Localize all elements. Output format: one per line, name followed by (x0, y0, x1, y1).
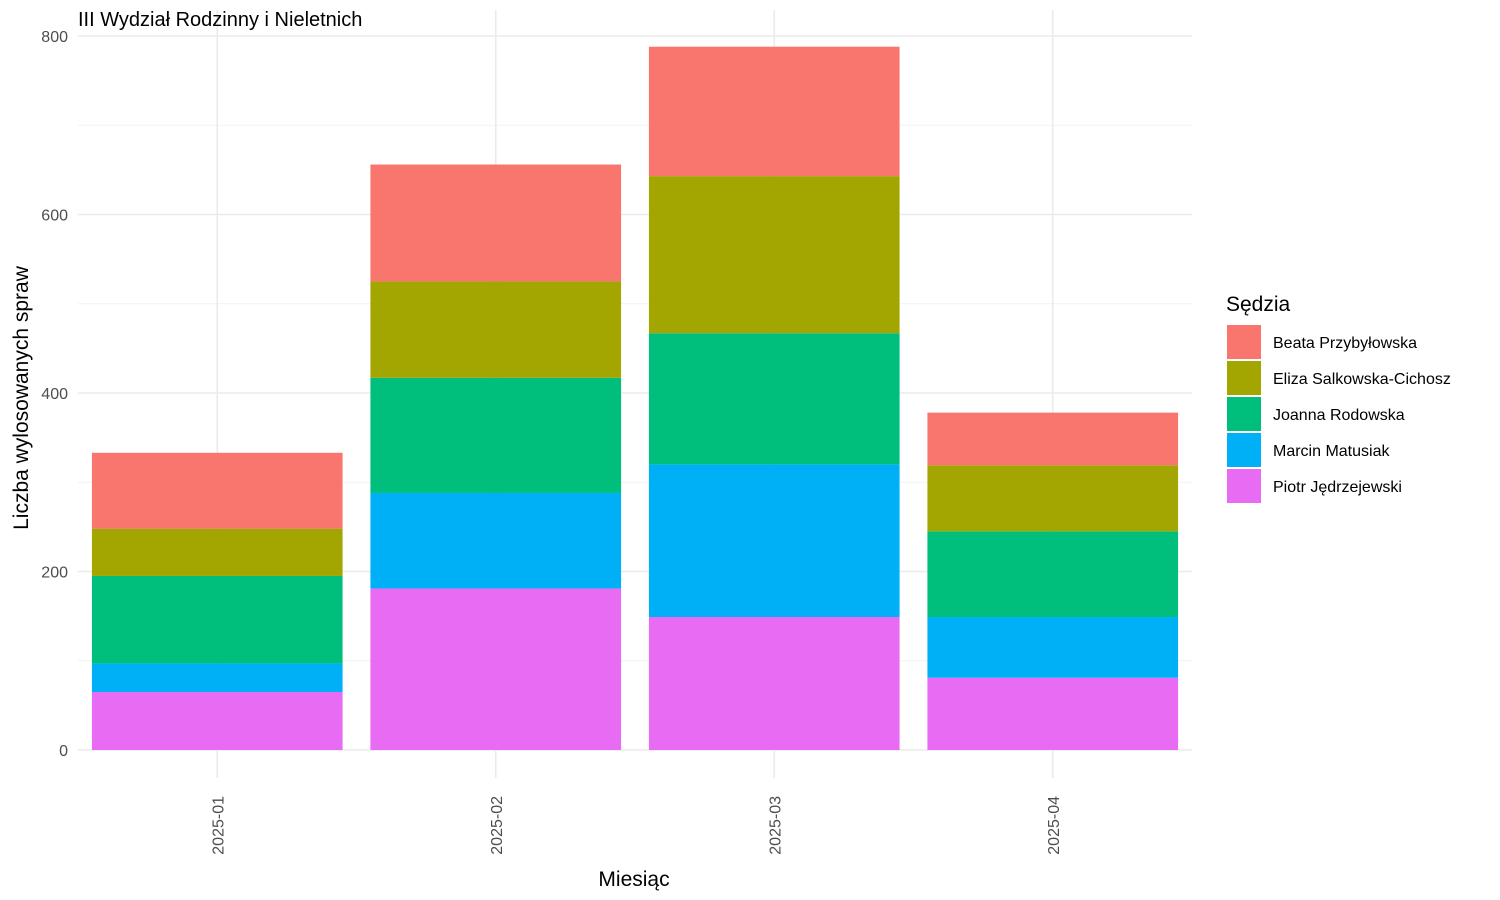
bar-segment (927, 677, 1179, 750)
bar-segment (648, 464, 900, 618)
legend-label: Beata Przybyłowska (1273, 335, 1417, 352)
legend-swatch (1227, 433, 1261, 467)
bar-segment (370, 377, 622, 493)
legend-swatch (1227, 325, 1261, 359)
bar-segment (648, 617, 900, 750)
y-tick-label: 800 (41, 29, 68, 46)
chart-title: III Wydział Rodzinny i Nieletnich (78, 9, 362, 31)
x-tick-label: 2025-04 (1046, 796, 1063, 855)
x-tick-label: 2025-02 (489, 796, 506, 855)
bar-segment (91, 452, 343, 529)
y-tick-label: 600 (41, 208, 68, 225)
x-tick-label: 2025-03 (767, 796, 784, 855)
legend-swatch (1227, 397, 1261, 431)
bar-segment (370, 588, 622, 750)
bar-segment (927, 617, 1179, 678)
bar-segment (370, 164, 622, 282)
y-axis-title: Liczba wylosowanych spraw (10, 265, 33, 530)
y-tick-label: 0 (59, 743, 68, 760)
legend-swatch (1227, 361, 1261, 395)
bar-segment (648, 333, 900, 465)
bar-segment (927, 465, 1179, 532)
legend-swatch (1227, 469, 1261, 503)
bar-segment (91, 663, 343, 692)
bar-segment (648, 176, 900, 334)
bar-segment (927, 412, 1179, 466)
y-axis-ticks: 0 200 400 600 800 (41, 29, 68, 760)
bar-segment (91, 528, 343, 576)
bars (91, 46, 1179, 750)
x-tick-label: 2025-01 (210, 796, 227, 855)
bar-segment (91, 575, 343, 664)
legend-label: Joanna Rodowska (1273, 407, 1405, 424)
legend-label: Eliza Salkowska-Cichosz (1273, 371, 1451, 388)
bar-segment (91, 691, 343, 750)
legend: Sędzia Beata Przybyłowska Eliza Salkowska… (1226, 293, 1451, 503)
y-tick-label: 400 (41, 386, 68, 403)
legend-label: Piotr Jędrzejewski (1273, 479, 1402, 496)
x-axis-ticks: 2025-01 2025-02 2025-03 2025-04 (210, 796, 1063, 855)
bar-segment (370, 492, 622, 589)
bar-segment (648, 46, 900, 177)
bar-segment (370, 281, 622, 378)
y-tick-label: 200 (41, 565, 68, 582)
bar-segment (927, 531, 1179, 618)
legend-label: Marcin Matusiak (1273, 443, 1390, 460)
x-axis-title: Miesiąc (598, 868, 669, 891)
legend-title: Sędzia (1226, 293, 1291, 316)
